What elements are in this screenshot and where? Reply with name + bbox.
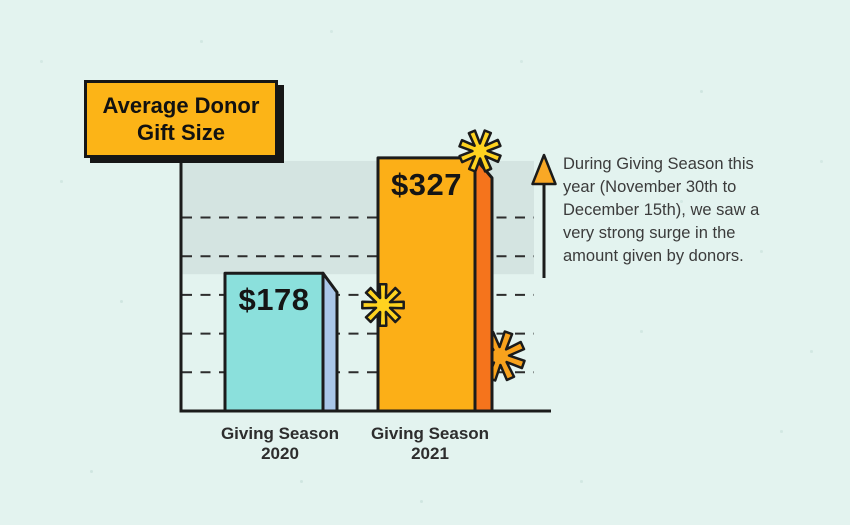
chart-title-box: Average Donor Gift Size xyxy=(84,80,278,158)
annotation-line: December 15th), we saw a xyxy=(563,201,760,219)
annotation-line: year (November 30th to xyxy=(563,178,737,196)
sparkle-icon xyxy=(458,129,502,173)
annotation-line: During Giving Season this xyxy=(563,155,754,173)
annotation-line: amount given by donors. xyxy=(563,247,744,265)
bar-giving-season-2020 xyxy=(223,271,325,413)
bar-giving-season-2020-side xyxy=(321,271,339,413)
annotation-text: During Giving Season this year (November… xyxy=(563,153,803,268)
sparkle-icon xyxy=(361,283,405,327)
category-label-2020: Giving Season 2020 xyxy=(220,424,340,464)
value-label-2021: $327 xyxy=(391,167,462,202)
chart-title: Average Donor Gift Size xyxy=(102,92,260,146)
surge-arrow-head-icon xyxy=(531,153,557,186)
category-label-2021: Giving Season 2021 xyxy=(370,424,490,464)
value-label-2020: $178 xyxy=(238,282,310,317)
annotation-line: very strong surge in the xyxy=(563,224,736,242)
bar-giving-season-2021-side xyxy=(473,156,494,413)
